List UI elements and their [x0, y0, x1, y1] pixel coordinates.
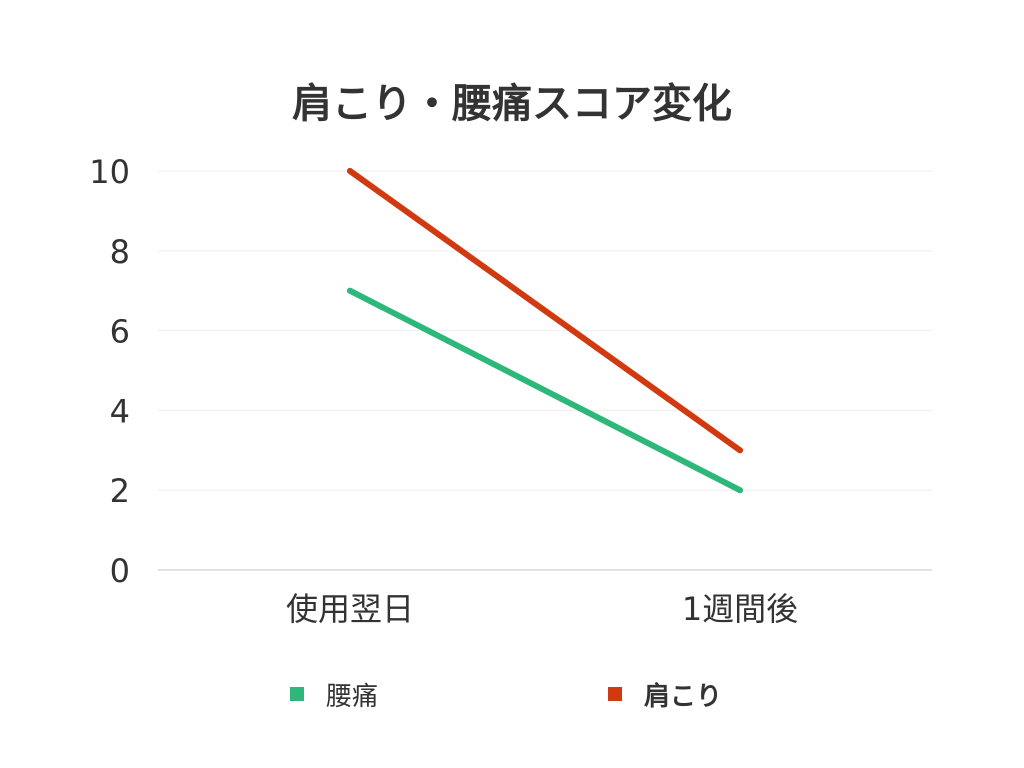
y-tick-label-8: 8 [110, 233, 130, 271]
legend-swatch-stiff-shoulders [608, 687, 622, 701]
y-tick-label-0: 0 [110, 552, 130, 590]
x-tick-label-1: 1週間後 [682, 590, 798, 628]
legend-swatch-lower-back-pain [290, 687, 304, 701]
series-line-1[interactable] [347, 168, 743, 454]
series-0-point-1[interactable] [737, 487, 743, 494]
y-tick-label-4: 4 [110, 392, 130, 430]
chart-title: 肩こり・腰痛スコア変化 [292, 81, 732, 127]
x-tick-label-0: 使用翌日 [286, 590, 414, 628]
series-line-0[interactable] [347, 287, 743, 494]
legend-item-stiff-shoulders[interactable]: 肩こり [608, 670, 722, 718]
y-tick-label-6: 6 [110, 313, 130, 351]
series-1-point-0[interactable] [347, 168, 353, 174]
legend-item-lower-back-pain[interactable]: 腰痛 [290, 670, 378, 718]
legend: 腰痛 肩こり [0, 670, 1024, 718]
legend-label-stiff-shoulders: 肩こり [644, 681, 723, 712]
legend-label-lower-back-pain: 腰痛 [326, 681, 379, 712]
y-tick-label-10: 10 [89, 153, 130, 191]
y-tick-label-2: 2 [110, 472, 130, 510]
series-0-point-0[interactable] [347, 287, 353, 294]
series-1-point-1[interactable] [737, 447, 743, 454]
